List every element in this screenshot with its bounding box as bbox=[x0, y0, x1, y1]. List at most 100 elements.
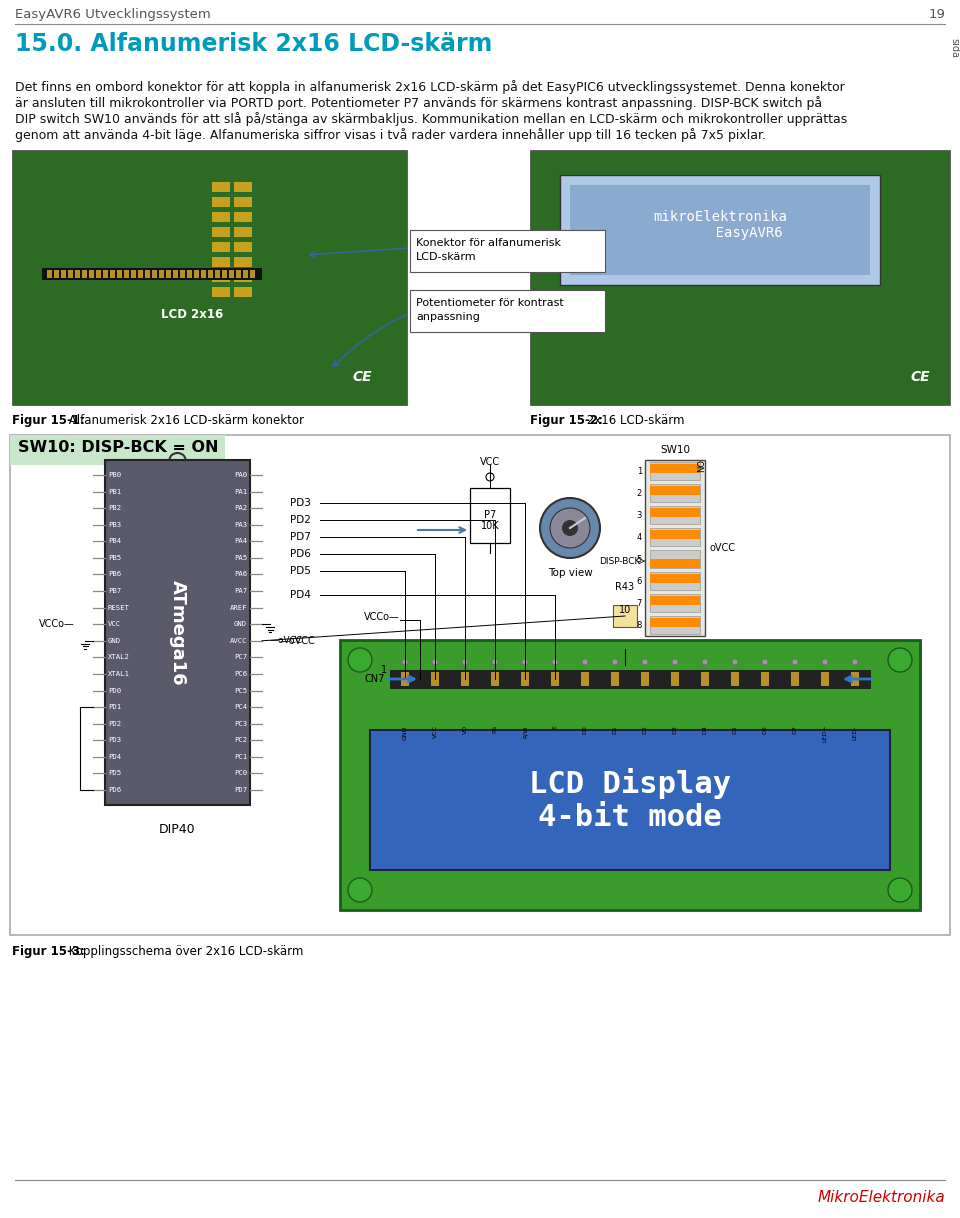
Bar bbox=[731, 672, 739, 686]
Text: PB7: PB7 bbox=[108, 588, 121, 594]
Bar bbox=[10, 435, 950, 935]
Text: AREF: AREF bbox=[229, 604, 247, 610]
Circle shape bbox=[822, 659, 828, 665]
Text: oVCC: oVCC bbox=[710, 543, 736, 553]
Bar bbox=[222, 270, 227, 278]
Text: PD7: PD7 bbox=[234, 787, 247, 793]
Text: D1: D1 bbox=[612, 725, 617, 733]
Bar bbox=[650, 574, 700, 583]
Bar bbox=[821, 672, 829, 686]
Text: 6: 6 bbox=[636, 576, 642, 586]
Bar bbox=[208, 270, 213, 278]
Text: PB0: PB0 bbox=[108, 473, 121, 477]
Text: RS: RS bbox=[492, 725, 497, 733]
Bar bbox=[42, 268, 262, 280]
Circle shape bbox=[792, 659, 798, 665]
Bar bbox=[68, 270, 73, 278]
Text: PB3: PB3 bbox=[108, 521, 121, 527]
Bar bbox=[650, 559, 700, 568]
Text: 19: 19 bbox=[928, 9, 945, 21]
Text: PC4: PC4 bbox=[234, 704, 247, 710]
Text: D6: D6 bbox=[762, 725, 767, 733]
Text: PD5: PD5 bbox=[290, 566, 311, 576]
Bar bbox=[851, 672, 859, 686]
Circle shape bbox=[540, 498, 600, 558]
Bar bbox=[131, 270, 136, 278]
Bar bbox=[645, 460, 705, 636]
Bar bbox=[187, 270, 192, 278]
Text: är ansluten till mikrokontroller via PORTD port. Potentiometer P7 används för sk: är ansluten till mikrokontroller via POR… bbox=[15, 96, 822, 110]
Text: sida: sida bbox=[949, 38, 959, 58]
Text: PD7: PD7 bbox=[290, 532, 311, 542]
Circle shape bbox=[612, 659, 618, 665]
Text: PC3: PC3 bbox=[234, 721, 247, 727]
Bar bbox=[340, 639, 920, 910]
Text: mikroElektronika
       EasyAVR6: mikroElektronika EasyAVR6 bbox=[653, 209, 787, 240]
Circle shape bbox=[552, 659, 558, 665]
Text: VCC: VCC bbox=[108, 621, 121, 627]
Text: RESET: RESET bbox=[108, 604, 130, 610]
Text: VCCo—: VCCo— bbox=[39, 619, 75, 630]
Text: PA3: PA3 bbox=[234, 521, 247, 527]
Bar bbox=[152, 270, 157, 278]
Text: LCD Display
4-bit mode: LCD Display 4-bit mode bbox=[529, 767, 732, 832]
Bar bbox=[390, 670, 870, 688]
Text: PC1: PC1 bbox=[234, 754, 247, 760]
Text: XTAL1: XTAL1 bbox=[108, 671, 130, 677]
Bar bbox=[10, 435, 225, 465]
Text: D5: D5 bbox=[732, 725, 737, 733]
Bar bbox=[82, 270, 87, 278]
Bar bbox=[117, 270, 122, 278]
Circle shape bbox=[462, 659, 468, 665]
Text: VCC: VCC bbox=[480, 457, 500, 466]
Text: PB4: PB4 bbox=[108, 538, 121, 544]
Bar bbox=[212, 197, 230, 207]
Bar bbox=[61, 270, 66, 278]
Text: DIP40: DIP40 bbox=[159, 823, 196, 836]
Text: genom att använda 4-bit läge. Alfanumeriska siffror visas i två rader vardera in: genom att använda 4-bit läge. Alfanumeri… bbox=[15, 128, 766, 143]
Text: 7: 7 bbox=[636, 598, 642, 608]
Text: R/W: R/W bbox=[522, 725, 527, 738]
Bar bbox=[461, 672, 469, 686]
Text: PD2: PD2 bbox=[108, 721, 121, 727]
Text: CE: CE bbox=[352, 370, 372, 384]
Bar bbox=[212, 272, 230, 283]
Text: AVCC: AVCC bbox=[229, 638, 247, 644]
Text: PD3: PD3 bbox=[290, 498, 311, 508]
Text: SW10: DISP-BCK = ON: SW10: DISP-BCK = ON bbox=[18, 440, 219, 456]
Circle shape bbox=[348, 878, 372, 903]
Text: PD5: PD5 bbox=[108, 771, 121, 776]
Text: SW10: SW10 bbox=[660, 445, 690, 456]
Bar bbox=[145, 270, 150, 278]
Circle shape bbox=[492, 659, 498, 665]
Circle shape bbox=[672, 659, 678, 665]
Text: 10: 10 bbox=[619, 605, 631, 615]
Bar bbox=[250, 270, 255, 278]
Bar bbox=[124, 270, 129, 278]
Text: LCD 2x16: LCD 2x16 bbox=[161, 308, 223, 322]
Bar bbox=[570, 185, 870, 275]
Text: CN7: CN7 bbox=[365, 674, 385, 685]
Circle shape bbox=[702, 659, 708, 665]
Bar bbox=[12, 150, 407, 406]
Text: 5: 5 bbox=[636, 554, 642, 564]
Bar bbox=[212, 242, 230, 252]
Text: R43: R43 bbox=[615, 582, 635, 592]
Text: LED+: LED+ bbox=[823, 725, 828, 743]
Circle shape bbox=[762, 659, 768, 665]
Bar bbox=[370, 730, 890, 870]
Text: PA5: PA5 bbox=[234, 555, 247, 561]
Bar bbox=[650, 484, 700, 502]
Text: DISP-BCK: DISP-BCK bbox=[599, 557, 640, 565]
Bar bbox=[212, 227, 230, 238]
Bar bbox=[641, 672, 649, 686]
Text: PA2: PA2 bbox=[234, 505, 247, 512]
Text: GND: GND bbox=[402, 725, 407, 739]
Text: 1: 1 bbox=[381, 665, 387, 675]
Bar bbox=[89, 270, 94, 278]
Bar bbox=[47, 270, 52, 278]
Text: 4: 4 bbox=[636, 532, 642, 542]
Bar bbox=[650, 618, 700, 627]
Text: D2: D2 bbox=[642, 725, 647, 734]
Bar bbox=[234, 197, 252, 207]
